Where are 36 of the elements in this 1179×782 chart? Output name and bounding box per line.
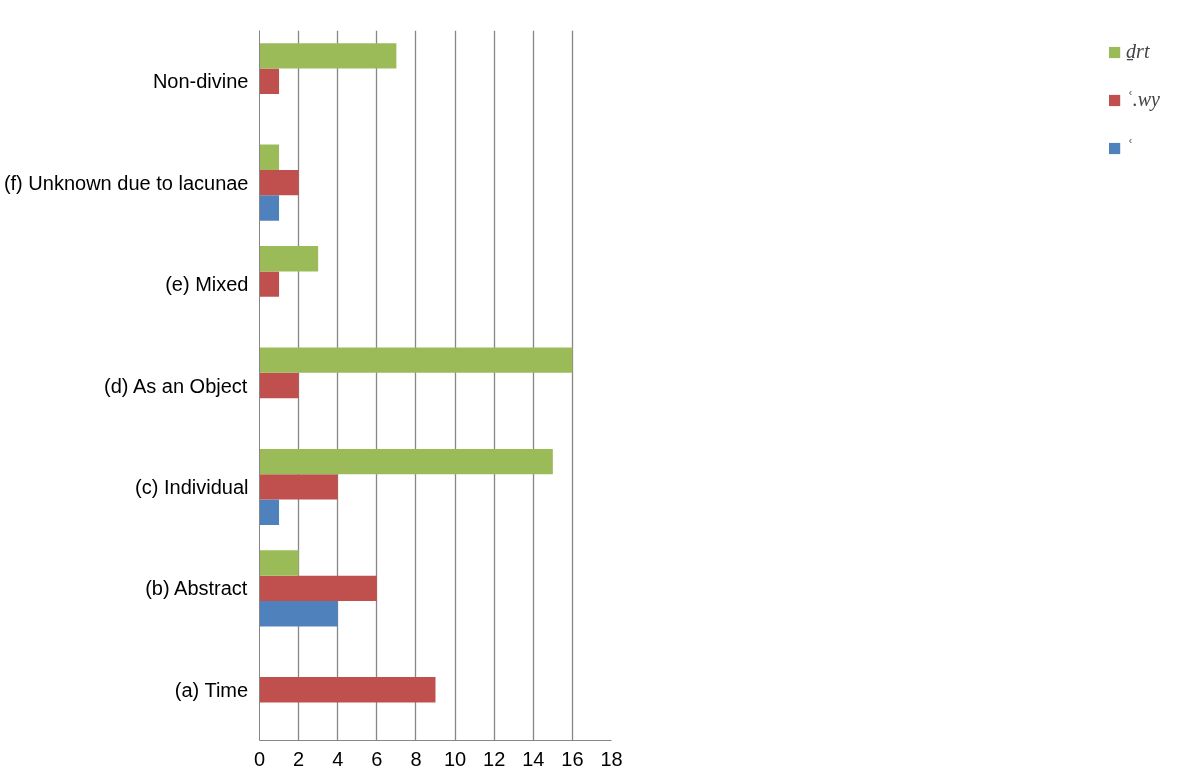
y-tick-label: Non-divine bbox=[152, 70, 249, 93]
bar bbox=[259, 43, 397, 69]
bar bbox=[259, 68, 280, 94]
x-tick-label: 2 bbox=[293, 747, 305, 770]
x-tick-label: 4 bbox=[332, 747, 344, 770]
bar bbox=[259, 550, 299, 576]
bar bbox=[259, 347, 573, 373]
x-tick-label: 18 bbox=[600, 747, 623, 770]
bar bbox=[259, 169, 299, 196]
bar bbox=[259, 246, 319, 272]
legend-label: ʿ.wy bbox=[1126, 88, 1160, 111]
bar bbox=[259, 677, 436, 703]
x-tick-label: 12 bbox=[483, 747, 506, 770]
x-tick-label: 6 bbox=[371, 747, 383, 770]
y-tick-label: (d) As an Object bbox=[104, 374, 248, 397]
x-tick-label: 16 bbox=[561, 747, 584, 770]
y-tick-label: (a) Time bbox=[174, 678, 249, 701]
y-tick-label: (f) Unknown due to lacunae bbox=[3, 171, 249, 194]
bar bbox=[259, 195, 280, 221]
bar bbox=[259, 601, 338, 627]
bar bbox=[259, 372, 299, 399]
bar bbox=[259, 499, 280, 525]
legend-label: ʿ bbox=[1126, 136, 1134, 159]
bar bbox=[259, 575, 377, 602]
y-tick-label: (b) Abstract bbox=[145, 577, 248, 600]
legend-label: ḏrt bbox=[1126, 40, 1150, 63]
x-tick-label: 0 bbox=[253, 747, 266, 770]
x-tick-label: 10 bbox=[443, 747, 467, 770]
bar bbox=[259, 474, 338, 500]
y-tick-label: (c) Individual bbox=[135, 475, 249, 498]
bar bbox=[259, 144, 280, 170]
bar bbox=[259, 271, 280, 297]
y-tick-label: (e) Mixed bbox=[165, 273, 249, 296]
x-tick-label: 14 bbox=[522, 747, 545, 770]
x-tick-label: 8 bbox=[410, 747, 422, 770]
bar bbox=[259, 448, 553, 475]
